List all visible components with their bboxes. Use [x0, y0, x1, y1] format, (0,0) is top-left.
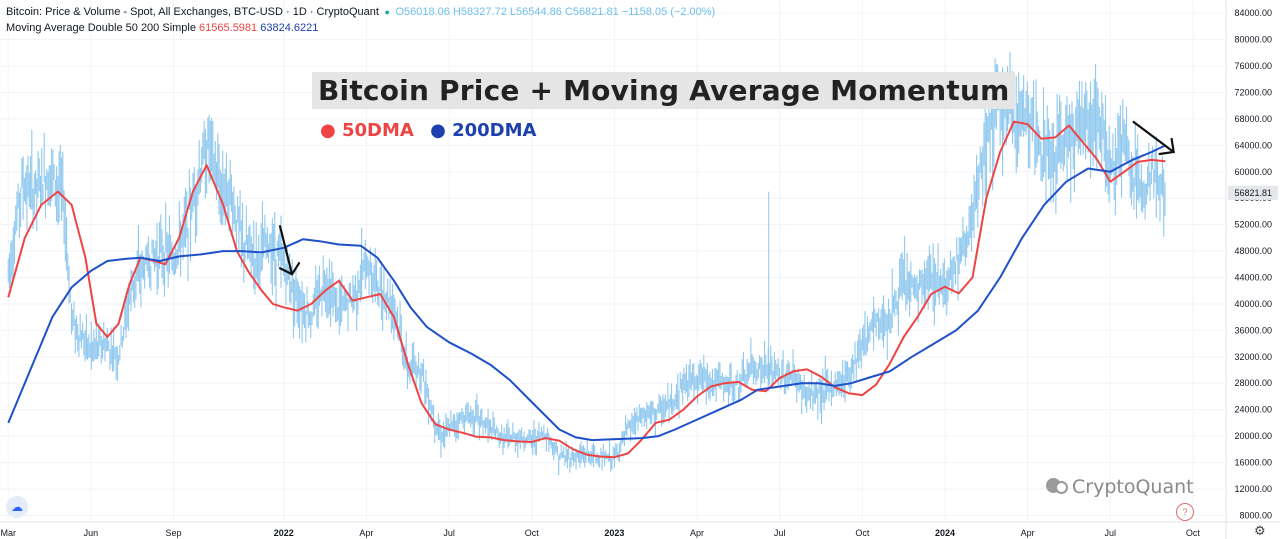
- x-tick-label: Apr: [690, 528, 704, 538]
- x-tick-label: Oct: [1186, 528, 1201, 538]
- x-tick-label: 2022: [274, 528, 294, 538]
- arrow-down-right-icon: [1132, 120, 1175, 156]
- y-tick-label: 84000.00: [1234, 8, 1272, 18]
- ohlc-high: H58327.72: [452, 6, 507, 18]
- y-tick-label: 48000.00: [1234, 246, 1272, 256]
- overlay-title: Bitcoin Price + Moving Average Momentum: [312, 72, 1016, 109]
- x-tick-label: Jul: [774, 528, 786, 538]
- cryptoquant-logo-icon: [1046, 477, 1068, 495]
- y-tick-label: 16000.00: [1234, 458, 1272, 468]
- x-tick-label: Oct: [855, 528, 870, 538]
- y-tick-label: 28000.00: [1234, 378, 1272, 388]
- ohlc-open: O56018.06: [395, 6, 450, 18]
- ma50-line: [7, 120, 1166, 459]
- price-series: [7, 51, 1166, 476]
- y-tick-label: 8000.00: [1239, 510, 1272, 520]
- x-tick-label: Sep: [166, 528, 182, 538]
- y-tick-label: 12000.00: [1234, 484, 1272, 494]
- y-tick-label: 60000.00: [1234, 167, 1272, 177]
- logo-text: CryptoQuant: [1072, 476, 1194, 498]
- x-tick-label: 2024: [935, 528, 955, 538]
- x-tick-label: Jul: [443, 528, 455, 538]
- x-tick-label: Jul: [1105, 528, 1117, 538]
- y-tick-label: 36000.00: [1234, 325, 1272, 335]
- ohlc-close: C56821.81: [564, 6, 619, 18]
- ma-legend: ● 50DMA ● 200DMA: [320, 120, 536, 141]
- y-tick-label: 40000.00: [1234, 299, 1272, 309]
- y-tick-label: 72000.00: [1234, 88, 1272, 98]
- y-tick-label: 80000.00: [1234, 35, 1272, 45]
- y-tick-label: 52000.00: [1234, 220, 1272, 230]
- arrow-down-icon: [278, 225, 301, 276]
- ohlc-change: −1158.05 (−2.00%): [621, 6, 716, 18]
- legend-200dma-label: 200DMA: [452, 120, 537, 141]
- legend-50dma-label: 50DMA: [341, 120, 414, 141]
- arrow-head: [1158, 137, 1175, 156]
- status-dot-icon: ●: [381, 7, 393, 17]
- x-tick-label: Oct: [525, 528, 540, 538]
- gear-icon[interactable]: ⚙: [1254, 523, 1266, 538]
- y-tick-label: 76000.00: [1234, 61, 1272, 71]
- last-price-label: 56821.81: [1234, 188, 1272, 198]
- x-tick-label: Mar: [1, 528, 17, 538]
- ma200-line: [7, 144, 1166, 442]
- y-tick-label: 64000.00: [1234, 140, 1272, 150]
- x-tick-label: 2023: [604, 528, 624, 538]
- arrow-head: [278, 262, 301, 276]
- series-title: Bitcoin: Price & Volume - Spot, All Exch…: [6, 6, 379, 18]
- y-tick-label: 44000.00: [1234, 273, 1272, 283]
- y-tick-label: 68000.00: [1234, 114, 1272, 124]
- arrow-shaft: [1132, 120, 1175, 154]
- chart-header: Bitcoin: Price & Volume - Spot, All Exch…: [6, 6, 715, 34]
- y-tick-label: 20000.00: [1234, 431, 1272, 441]
- legend-50dma: ● 50DMA: [320, 120, 414, 141]
- x-tick-label: Jun: [84, 528, 99, 538]
- y-tick-label: 32000.00: [1234, 352, 1272, 362]
- y-tick-label: 24000.00: [1234, 405, 1272, 415]
- x-tick-label: Apr: [1021, 528, 1035, 538]
- ma200-value: 63824.6221: [260, 22, 319, 34]
- x-tick-label: Apr: [359, 528, 373, 538]
- arrow-shaft: [278, 225, 294, 276]
- ma50-value: 61565.5981: [199, 22, 258, 34]
- cryptoquant-logo: CryptoQuant: [1046, 476, 1194, 498]
- question-icon[interactable]: ?: [1176, 503, 1194, 521]
- legend-200dma: ● 200DMA: [430, 120, 537, 141]
- cloud-icon[interactable]: ☁: [6, 496, 28, 518]
- last-price-tag: [1228, 185, 1278, 200]
- ohlc-low: L56544.86: [509, 6, 562, 18]
- indicator-label[interactable]: Moving Average Double 50 200 Simple: [6, 22, 196, 34]
